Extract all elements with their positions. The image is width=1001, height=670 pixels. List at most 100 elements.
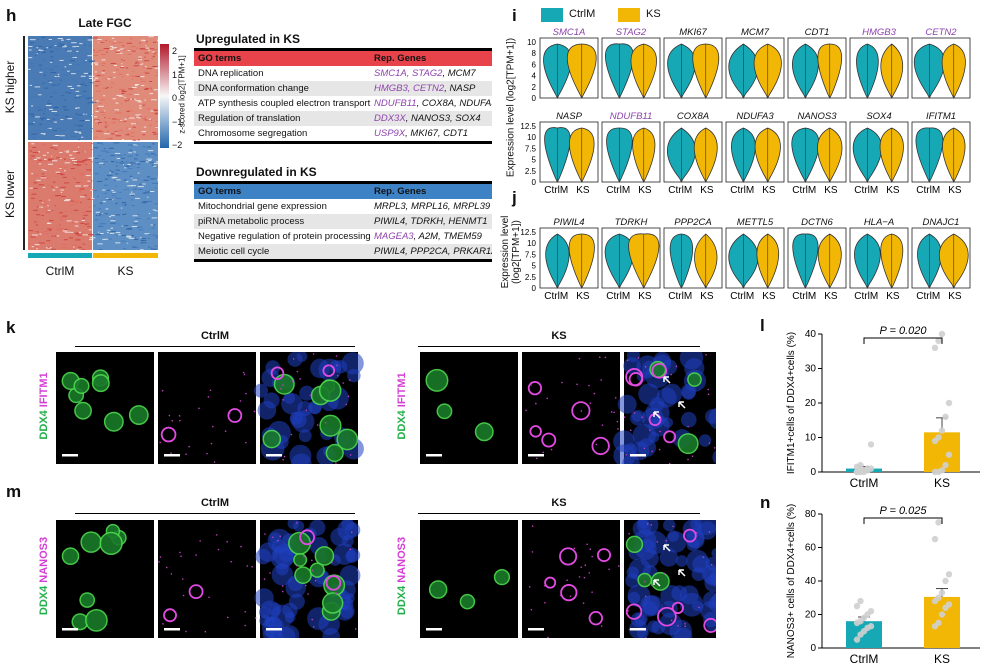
heatmap-cell: [31, 143, 35, 145]
heatmap-cell: [110, 161, 115, 163]
heatmap-cell: [51, 67, 58, 69]
heatmap-cell: [59, 157, 62, 159]
nucleus: [290, 411, 307, 428]
significance-bracket: [863, 337, 943, 344]
heatmap-cell: [122, 76, 124, 78]
heatmap-cell: [60, 191, 63, 193]
heatmap-cell: [118, 88, 125, 90]
heatmap-cell: [140, 39, 146, 41]
heatmap-cell: [50, 59, 54, 61]
heatmap-cell: [56, 228, 62, 230]
magenta-dot: [304, 584, 307, 587]
heatmap-cell: [72, 164, 79, 166]
heatmap-cell: [147, 68, 152, 70]
heatmap-cell: [126, 235, 132, 237]
heatmap-cell: [91, 143, 93, 145]
heatmap-cell: [84, 151, 86, 153]
magenta-dot: [312, 626, 315, 628]
data-point: [942, 413, 949, 420]
heatmap-cell: [113, 109, 120, 111]
heatmap-cell: [29, 62, 35, 64]
heatmap-cell: [94, 64, 99, 66]
heatmap-cell: [39, 117, 46, 119]
heatmap-cell: [129, 162, 135, 164]
y-tick-label: 6: [532, 60, 537, 69]
heatmap-cell: [157, 218, 158, 220]
magenta-dot: [228, 412, 231, 415]
heatmap-cell: [55, 83, 61, 85]
nucleus: [638, 520, 649, 529]
heatmap-cell: [29, 187, 34, 189]
heatmap-cell: [98, 231, 100, 233]
heatmap-cell: [68, 45, 72, 47]
green-cell: [319, 414, 342, 437]
heatmap-cell: [142, 105, 145, 107]
heatmap-cell: [64, 231, 71, 233]
heatmap-cell: [81, 148, 83, 150]
heatmap-cell: [28, 57, 33, 59]
gene-label: NASP: [556, 111, 583, 122]
heatmap-cell: [50, 248, 56, 250]
heatmap-cell: [115, 203, 118, 205]
magenta-dot: [665, 539, 668, 542]
green-cell: [73, 377, 90, 395]
heatmap-cell: [143, 126, 147, 128]
heatmap-cell: [35, 214, 41, 216]
magenta-dot: [623, 416, 626, 418]
violin-panel: [911, 37, 971, 99]
heatmap-cell: [132, 139, 137, 141]
x-label-ctrlm: CtrlM: [544, 185, 568, 196]
heatmap-cell: [53, 107, 58, 109]
up-row: ATP synthesis coupled electron transport…: [198, 98, 492, 109]
heatmap-cell: [64, 99, 66, 101]
heatmap-cell: [53, 114, 58, 116]
green-cell: [428, 580, 448, 599]
magenta-dot: [582, 602, 585, 604]
magenta-dot: [159, 441, 162, 444]
micrograph: [420, 352, 518, 464]
heatmap-cell: [137, 101, 143, 103]
x-label-ctrlm: CtrlM: [854, 185, 878, 196]
heatmap-cell: [103, 163, 105, 165]
magenta-dot: [269, 572, 271, 574]
magenta-dot: [628, 628, 631, 631]
heatmap-cell: [39, 123, 42, 125]
violin-panel: [539, 37, 599, 99]
heatmap-cell: [94, 71, 97, 73]
heatmap-cell: [151, 182, 158, 184]
magenta-dot: [204, 630, 207, 633]
heatmap-cell: [82, 120, 88, 122]
heatmap-cell: [83, 214, 88, 216]
green-cell: [293, 552, 308, 567]
heatmap-cell: [78, 190, 82, 192]
heatmap-cell: [98, 225, 102, 227]
panel-label-j: j: [512, 188, 517, 207]
heatmap-cell: [94, 136, 98, 138]
heatmap-cell: [79, 188, 85, 190]
heatmap-cell: [124, 167, 127, 169]
panel-i-ylabel: Expression level (log2[TPM+1]): [505, 37, 517, 178]
magenta-cell: [527, 381, 543, 396]
heatmap-cell: [60, 189, 64, 191]
heatmap-cell: [37, 162, 40, 164]
gene-label: DNAJC1: [923, 217, 960, 228]
green-cell: [74, 401, 92, 420]
heatmap-cell: [104, 117, 106, 119]
heatmap-cell: [62, 61, 65, 63]
heatmap-cell: [139, 58, 141, 60]
green-cell: [677, 433, 699, 455]
nucleus: [346, 548, 361, 563]
heatmap-cell: [88, 229, 92, 231]
heatmap-cell: [97, 243, 103, 245]
heatmap-cell: [124, 120, 127, 122]
heatmap-cell: [96, 108, 99, 110]
heatmap-cell: [94, 119, 100, 121]
heatmap-cell: [141, 238, 146, 240]
heatmap-cell: [88, 246, 91, 248]
heatmap-cell: [34, 150, 38, 152]
heatmap-cell: [63, 129, 65, 131]
heatmap-cell: [111, 195, 115, 197]
green-cell: [294, 566, 312, 584]
nucleus: [679, 352, 704, 370]
heatmap-cell: [68, 63, 72, 65]
